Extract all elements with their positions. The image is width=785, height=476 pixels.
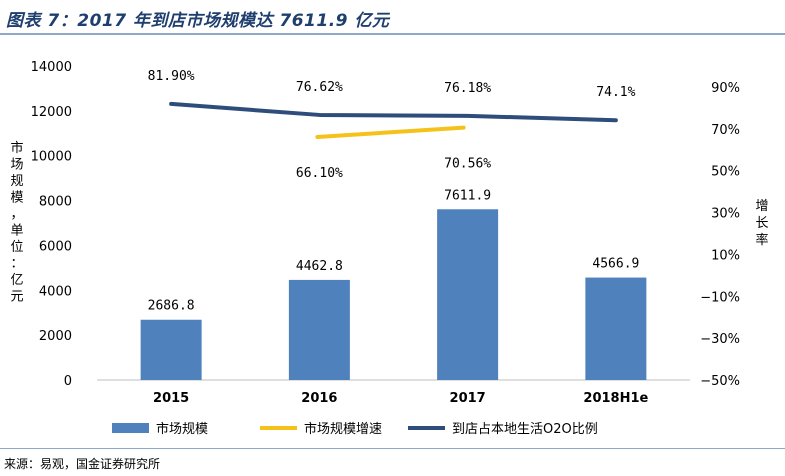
- y2-tick-label: −30%: [700, 332, 740, 347]
- y-axis-label-char: ，: [10, 207, 23, 222]
- y2-axis-label-char: 长: [755, 216, 768, 231]
- o2o-share-label: 74.1%: [596, 85, 635, 100]
- o2o-share-line: [169, 101, 618, 123]
- title-divider: [0, 33, 785, 35]
- growth-rate-label: 66.10%: [296, 166, 343, 181]
- y-axis-label-char: 位: [10, 240, 23, 255]
- x-tick-label: 2017: [450, 391, 486, 406]
- growth-rate-line: [315, 125, 466, 139]
- growth-rate-label: 70.56%: [444, 157, 491, 172]
- y2-tick-label: −10%: [700, 290, 740, 305]
- y-axis-label-char: 市: [10, 140, 23, 156]
- y-tick-label: 14000: [31, 60, 72, 75]
- bar: [585, 277, 647, 380]
- legend-swatch: [112, 423, 149, 433]
- y2-axis-label-char: 率: [755, 232, 768, 248]
- y-axis-label-char: 规: [10, 174, 23, 189]
- y2-tick-label: 50%: [711, 165, 740, 180]
- chart-title: 图表 7：2017 年到店市场规模达 7611.9 亿元: [6, 11, 390, 31]
- bar: [140, 319, 202, 380]
- x-tick-label: 2018H1e: [583, 391, 648, 406]
- x-axis: 2015 2016 2017 2018H1e: [97, 379, 690, 406]
- legend-label: 到店占本地生活O2O比例: [452, 422, 598, 437]
- line-series: [169, 101, 618, 139]
- y-tick-label: 4000: [39, 284, 72, 299]
- y2-axis-label-char: 增: [755, 199, 768, 214]
- bar-series: [140, 209, 647, 380]
- bar-value-label: 7611.9: [444, 188, 491, 203]
- y-axis-label-char: 单: [10, 224, 23, 239]
- bar: [437, 209, 499, 380]
- y-axis-label-char: 亿: [10, 273, 23, 288]
- y-axis-right: −50% −30% −10% 10% 30% 50% 70% 90%: [700, 81, 740, 389]
- y-tick-label: 12000: [31, 105, 72, 120]
- y-axis-label-left: 市场规模， 单位 ：亿元: [10, 140, 23, 305]
- legend-label: 市场规模: [156, 421, 208, 437]
- bar-value-label: 4462.8: [296, 259, 343, 274]
- o2o-share-label: 76.18%: [444, 81, 491, 96]
- footer-divider: [0, 448, 785, 449]
- x-tick-label: 2016: [301, 391, 337, 406]
- y2-tick-label: 70%: [711, 123, 740, 138]
- bar-value-label: 2686.8: [148, 299, 195, 314]
- y-axis-label-char: 模: [10, 191, 23, 206]
- y-axis-label-char: 元: [10, 290, 23, 305]
- legend: 市场规模 市场规模增速 到店占本地生活O2O比例: [112, 421, 598, 437]
- legend-label: 市场规模增速: [304, 421, 382, 437]
- y2-tick-label: 10%: [711, 248, 740, 263]
- y-axis-label-char: ：: [10, 257, 23, 272]
- y-tick-label: 0: [64, 374, 72, 389]
- y-tick-label: 8000: [39, 195, 72, 210]
- data-labels: 2686.8 4462.8 7611.9 4566.9 66.10% 70.56% 81.9…: [148, 69, 640, 314]
- y-axis-left: 0 2000 4000 6000 8000 10000 12000 14000: [31, 60, 72, 389]
- o2o-share-label: 76.62%: [296, 80, 343, 95]
- bar: [288, 279, 350, 380]
- y2-tick-label: 30%: [711, 207, 740, 222]
- y-tick-label: 6000: [39, 239, 72, 254]
- y-axis-label-char: 场: [10, 158, 23, 173]
- source-note: 来源：易观，国金证券研究所: [4, 457, 161, 471]
- o2o-share-label: 81.90%: [148, 69, 195, 84]
- y-tick-label: 2000: [39, 329, 72, 344]
- y2-tick-label: 90%: [711, 81, 740, 96]
- y-axis-label-right: 增长率: [755, 199, 768, 248]
- x-tick-label: 2015: [153, 391, 189, 406]
- y2-tick-label: −50%: [700, 374, 740, 389]
- bar-value-label: 4566.9: [592, 257, 639, 272]
- chart: 0 2000 4000 6000 8000 10000 12000 14000 −50% −30…: [10, 60, 768, 437]
- y-tick-label: 10000: [31, 150, 72, 165]
